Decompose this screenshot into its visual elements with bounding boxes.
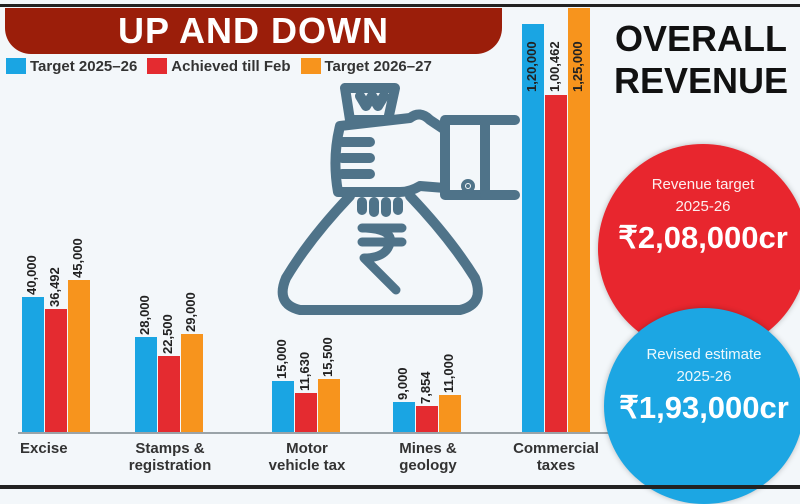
legend-label: Target 2025–26 (30, 57, 138, 75)
value-label: 15,000 (274, 339, 289, 379)
value-label: 29,000 (183, 292, 198, 332)
top-rule (0, 4, 800, 7)
category-line: geology (399, 457, 457, 474)
legend-swatch-blue (6, 58, 26, 74)
legend-item-target-2026-27: Target 2026–27 (300, 57, 432, 75)
value-label: 15,500 (320, 337, 335, 377)
value-label: 11,630 (297, 351, 312, 391)
legend-swatch-orange (300, 58, 321, 74)
value-label: 9,000 (395, 367, 410, 400)
legend-item-target-2025-26: Target 2025–26 (6, 58, 137, 75)
value-label: 40,000 (24, 255, 39, 295)
category-label-stamps: Stamps & registration (110, 440, 230, 474)
category-label-mines: Mines & geology (368, 440, 488, 474)
bar-stamps-target-2026-27 (181, 334, 203, 432)
category-line: registration (128, 457, 212, 474)
value-label: 45,000 (70, 238, 85, 278)
legend-label: Achieved till Feb (171, 57, 291, 75)
bar-stamps-target-2025-26 (135, 337, 157, 432)
category-label-commercial: Commercial taxes (496, 440, 616, 474)
value-label: 28,000 (137, 295, 152, 335)
bar-stamps-achieved (158, 356, 180, 432)
bar-motor-target-2025-26 (272, 381, 294, 432)
circle-value: ₹2,08,000cr (618, 220, 788, 255)
bar-motor-target-2026-27 (318, 379, 340, 432)
category-line: Commercial (513, 440, 599, 457)
legend: Target 2025–26 Achieved till Feb Target … (6, 56, 442, 76)
value-label: 7,854 (418, 371, 433, 404)
bar-chart: 40,000 36,492 45,000 28,000 22,500 29,00… (0, 8, 610, 474)
bar-mines-target-2026-27 (439, 395, 461, 432)
bar-mines-target-2025-26 (393, 402, 415, 432)
value-label: 22,500 (160, 314, 175, 354)
circle-label: Revised estimate (646, 346, 762, 363)
legend-label: Target 2026–27 (324, 57, 432, 75)
hand-money-bag-icon (270, 78, 520, 328)
bar-excise-target-2025-26 (22, 297, 44, 432)
bar-commercial-target-2025-26 (522, 24, 544, 432)
value-label: 1,20,000 (524, 41, 539, 92)
bar-excise-achieved (45, 309, 67, 432)
circle-year: 2025-26 (676, 368, 732, 385)
circle-label: Revenue target (651, 176, 755, 193)
value-label: 1,00,462 (547, 41, 562, 92)
legend-item-achieved: Achieved till Feb (147, 57, 291, 75)
category-line: Excise (20, 440, 68, 457)
category-line: taxes (536, 457, 576, 474)
value-label: 36,492 (47, 267, 62, 307)
circle-year: 2025-26 (675, 198, 731, 215)
category-label-excise: Excise (0, 440, 100, 457)
category-line: Stamps & (135, 440, 205, 457)
bottom-rule (0, 485, 800, 489)
bar-mines-achieved (416, 406, 438, 432)
x-axis-baseline (18, 432, 610, 434)
category-line: Motor (286, 440, 328, 457)
value-label: 11,000 (441, 353, 456, 393)
bar-commercial-target-2026-27 (568, 8, 590, 432)
chart-title-banner: UP AND DOWN (5, 8, 502, 54)
category-line: vehicle tax (268, 457, 346, 474)
title-line: OVERALL (614, 18, 787, 59)
overall-revenue-title: OVERALL REVENUE (606, 18, 796, 102)
title-line: REVENUE (613, 60, 789, 101)
category-line: Mines & (399, 440, 457, 457)
category-label-motor: Motor vehicle tax (247, 440, 367, 474)
circle-value: ₹1,93,000cr (619, 390, 789, 425)
bar-commercial-achieved (545, 95, 567, 432)
revised-estimate-circle: Revised estimate 2025-26 ₹1,93,000cr (604, 308, 800, 504)
bar-motor-achieved (295, 393, 317, 432)
value-label: 1,25,000 (570, 41, 585, 92)
bar-excise-target-2026-27 (68, 280, 90, 432)
legend-swatch-red (147, 58, 168, 74)
bar-commercial-label-gap (545, 24, 567, 95)
